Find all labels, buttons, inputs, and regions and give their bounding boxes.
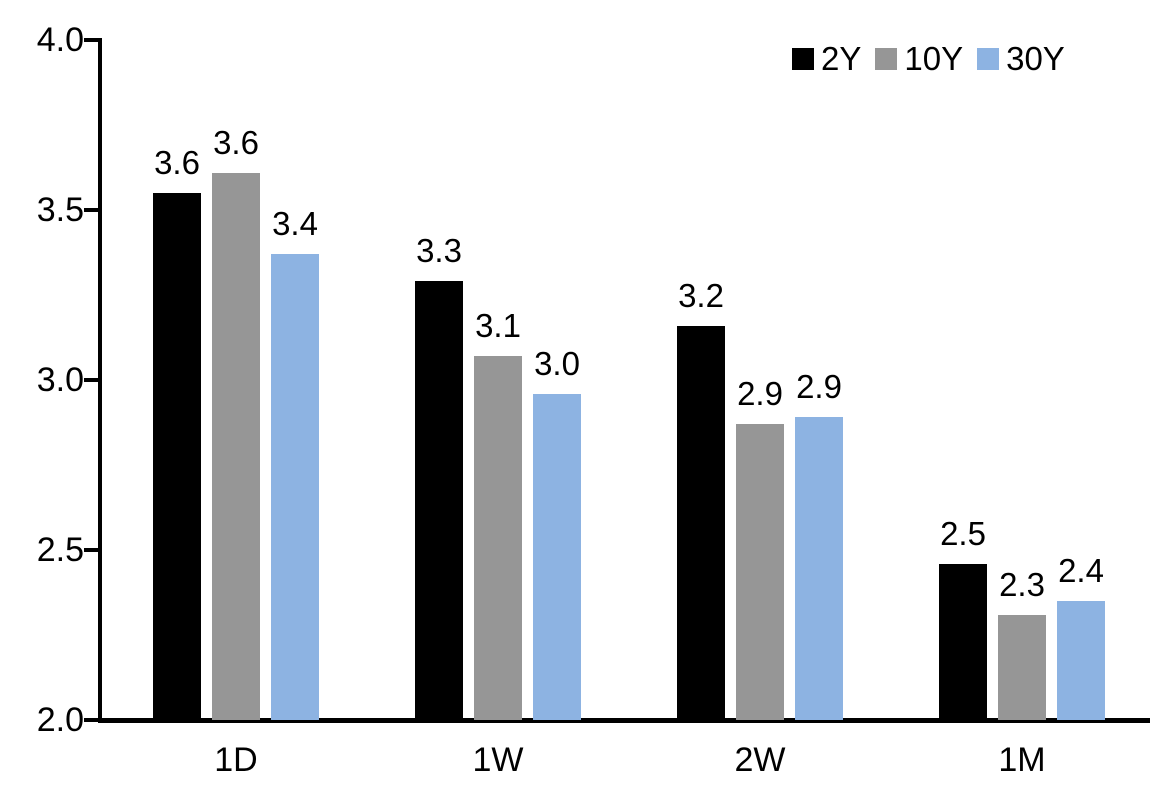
x-axis-category-label: 1D: [214, 741, 258, 779]
legend-label: 2Y: [821, 40, 862, 77]
y-axis-tick: [84, 378, 98, 382]
y-axis-tick: [84, 548, 98, 552]
x-axis-category-label: 1M: [998, 741, 1046, 779]
x-axis-category-label: 1W: [472, 741, 524, 779]
bar-value-label: 2.4: [1058, 552, 1104, 589]
bar-value-label: 3.1: [475, 307, 521, 345]
legend-swatch-icon: [977, 47, 1000, 70]
bar-30y-1d: [271, 254, 319, 720]
bar-value-label: 3.4: [272, 205, 318, 243]
legend-label: 10Y: [904, 40, 964, 77]
y-axis-line: [98, 38, 102, 723]
legend-item-10y: 10Y: [875, 42, 963, 75]
bar-value-label: 2.5: [940, 514, 986, 552]
legend-item-30y: 30Y: [977, 42, 1065, 75]
legend-label: 30Y: [1006, 40, 1065, 77]
bar-value-label: 2.3: [999, 565, 1045, 603]
y-axis-tick: [84, 208, 98, 212]
bar-2y-1d: [153, 193, 201, 720]
x-axis-category-label: 2W: [734, 741, 786, 779]
bar-value-label: 3.0: [534, 344, 580, 382]
bar-10y-1w: [474, 356, 522, 720]
bar-value-label: 3.2: [678, 276, 724, 314]
bar-2y-2w: [677, 325, 725, 720]
y-axis-tick: [84, 38, 98, 42]
bar-30y-2w: [795, 417, 843, 720]
bar-value-label: 2.9: [796, 368, 842, 406]
bar-2y-1m: [939, 563, 987, 720]
bar-30y-1w: [533, 393, 581, 720]
legend-swatch-icon: [792, 47, 814, 70]
bar-value-label: 2.9: [737, 375, 783, 413]
bar-30y-1m: [1057, 601, 1105, 720]
bar-10y-1d: [212, 172, 260, 720]
x-axis-line: [98, 718, 1150, 723]
y-axis-tick-label: 3.5: [36, 191, 84, 229]
bar-10y-1m: [998, 614, 1046, 720]
bar-value-label: 3.6: [213, 123, 259, 161]
y-axis-tick-label: 2.0: [36, 701, 84, 739]
chart-legend: 2Y 10Y 30Y: [792, 42, 1065, 75]
bar-10y-2w: [736, 424, 784, 720]
y-axis-tick: [84, 718, 98, 722]
y-axis-tick-label: 3.0: [36, 361, 84, 399]
bar-value-label: 3.3: [416, 232, 462, 270]
y-axis-tick-label: 4.0: [36, 21, 84, 59]
bar-value-label: 3.6: [154, 144, 200, 181]
bar-2y-1w: [415, 281, 463, 720]
y-axis-tick-label: 2.5: [36, 531, 84, 569]
legend-item-2y: 2Y: [792, 42, 861, 75]
legend-swatch-icon: [875, 47, 898, 70]
